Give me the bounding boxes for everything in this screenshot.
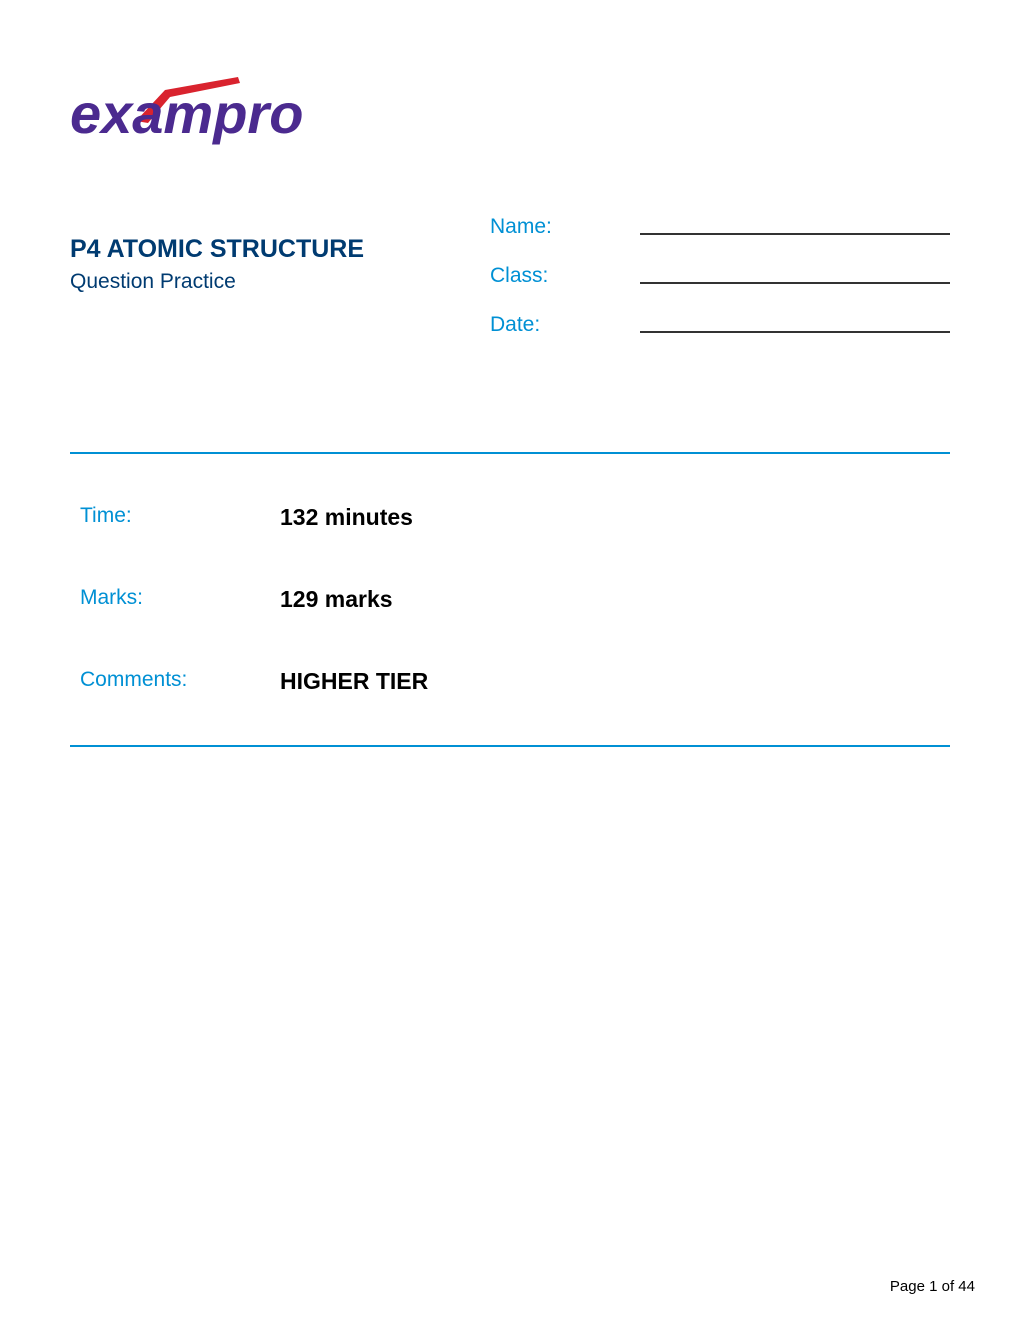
name-line <box>640 233 950 235</box>
marks-value: 129 marks <box>280 586 393 613</box>
comments-row: Comments: HIGHER TIER <box>80 668 940 695</box>
time-row: Time: 132 minutes <box>80 504 940 531</box>
page-subtitle: Question Practice <box>70 270 490 294</box>
exampro-logo-svg: exampro <box>70 75 400 155</box>
info-section: Time: 132 minutes Marks: 129 marks Comme… <box>70 452 950 747</box>
svg-text:exampro: exampro <box>70 82 303 145</box>
name-label: Name: <box>490 215 640 239</box>
date-line <box>640 331 950 333</box>
date-field-row: Date: <box>490 313 950 337</box>
time-label: Time: <box>80 504 280 531</box>
comments-label: Comments: <box>80 668 280 695</box>
student-fields: Name: Class: Date: <box>490 215 950 362</box>
logo: exampro <box>70 75 950 160</box>
class-field-row: Class: <box>490 264 950 288</box>
time-value: 132 minutes <box>280 504 413 531</box>
marks-row: Marks: 129 marks <box>80 586 940 613</box>
marks-label: Marks: <box>80 586 280 613</box>
class-line <box>640 282 950 284</box>
date-label: Date: <box>490 313 640 337</box>
title-block: P4 ATOMIC STRUCTURE Question Practice <box>70 215 490 362</box>
header-row: P4 ATOMIC STRUCTURE Question Practice Na… <box>70 215 950 362</box>
page-title: P4 ATOMIC STRUCTURE <box>70 235 490 264</box>
class-label: Class: <box>490 264 640 288</box>
comments-value: HIGHER TIER <box>280 668 428 695</box>
page-footer: Page 1 of 44 <box>890 1278 975 1295</box>
name-field-row: Name: <box>490 215 950 239</box>
